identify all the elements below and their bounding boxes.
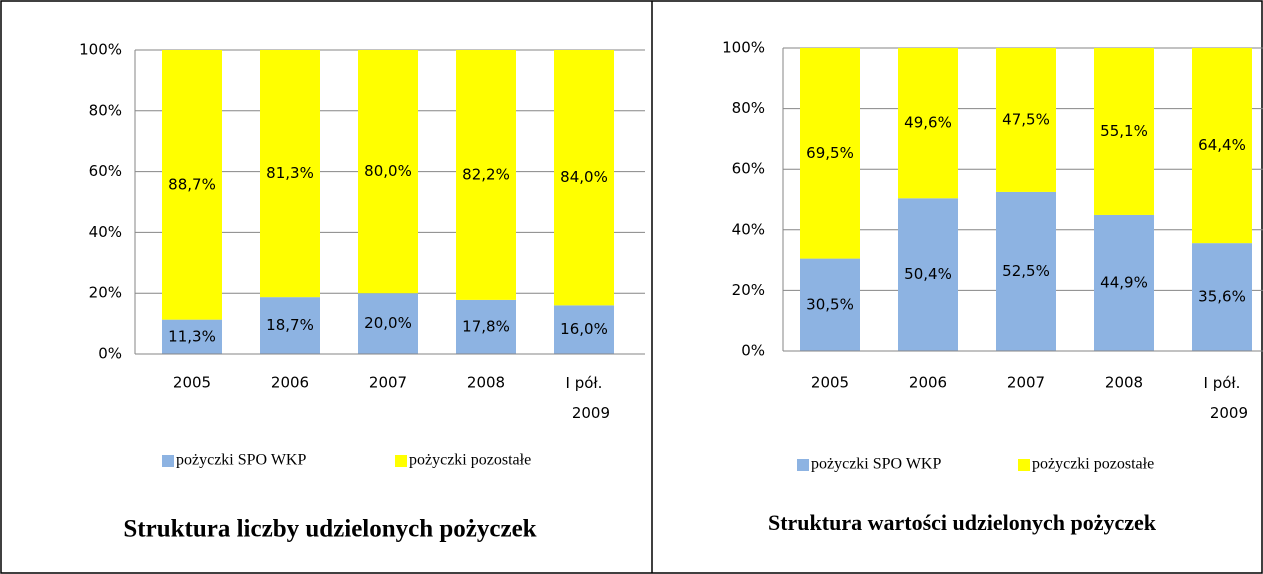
bar-segment xyxy=(358,50,418,294)
bar-segment xyxy=(162,50,222,320)
legend-label: pożyczki pozostałe xyxy=(409,452,531,469)
data-label: 84,0% xyxy=(560,168,608,186)
data-label: 80,0% xyxy=(364,162,412,180)
bar-segment xyxy=(456,50,516,300)
data-label: 82,2% xyxy=(462,165,510,183)
bar-segment xyxy=(1094,48,1154,215)
y-tick-label: 100% xyxy=(722,39,765,57)
x-tick-label: I pół. 2009 xyxy=(1204,374,1248,422)
bar-segment xyxy=(1094,214,1154,351)
x-tick-label: I pół. 2009 xyxy=(566,374,610,422)
bar-segment xyxy=(456,299,516,354)
y-tick-label: 20% xyxy=(732,281,765,299)
y-tick-label: 60% xyxy=(732,160,765,178)
legend-swatch xyxy=(162,455,174,467)
data-label: 20,0% xyxy=(364,314,412,332)
data-label: 49,6% xyxy=(904,114,952,132)
bar-segment xyxy=(800,258,860,351)
bar-segment xyxy=(898,198,958,351)
data-label: 55,1% xyxy=(1100,122,1148,140)
bar-segment xyxy=(162,319,222,354)
data-label: 52,5% xyxy=(1002,262,1050,280)
x-tick-label: 2007 xyxy=(1007,374,1045,392)
bar-segment xyxy=(260,297,320,354)
data-label: 81,3% xyxy=(266,164,314,182)
bar-segment xyxy=(1192,48,1252,244)
y-tick-label: 0% xyxy=(741,342,765,360)
bar-segment xyxy=(358,293,418,354)
data-label: 16,0% xyxy=(560,320,608,338)
y-tick-label: 40% xyxy=(89,223,122,241)
y-tick-label: 60% xyxy=(89,162,122,180)
bar-segment xyxy=(898,48,958,199)
chart-title: Struktura wartości udzielonych pożyczek xyxy=(768,510,1157,535)
legend-swatch xyxy=(797,459,809,471)
bar-segment xyxy=(1192,243,1252,351)
y-tick-label: 0% xyxy=(98,345,122,363)
data-label: 18,7% xyxy=(266,316,314,334)
data-label: 64,4% xyxy=(1198,136,1246,154)
data-label: 44,9% xyxy=(1100,273,1148,291)
data-label: 47,5% xyxy=(1002,110,1050,128)
data-label: 30,5% xyxy=(806,295,854,313)
x-tick-label: 2008 xyxy=(467,374,505,392)
data-label: 17,8% xyxy=(462,317,510,335)
y-tick-label: 100% xyxy=(79,41,122,59)
x-tick-label: 2008 xyxy=(1105,374,1143,392)
y-tick-label: 40% xyxy=(732,220,765,238)
bar-segment xyxy=(800,48,860,259)
y-tick-label: 80% xyxy=(89,101,122,119)
legend-swatch xyxy=(1018,459,1030,471)
legend-label: pożyczki pozostałe xyxy=(1032,456,1154,473)
bar-segment xyxy=(996,191,1056,351)
bar-segment xyxy=(554,50,614,306)
data-label: 88,7% xyxy=(168,175,216,193)
x-tick-label: 2005 xyxy=(811,374,849,392)
bar-segment xyxy=(996,48,1056,192)
data-label: 11,3% xyxy=(168,327,216,345)
x-tick-label: 2006 xyxy=(909,374,947,392)
legend-label: pożyczki SPO WKP xyxy=(811,456,941,473)
bar-segment xyxy=(260,50,320,298)
y-tick-label: 20% xyxy=(89,284,122,302)
data-label: 35,6% xyxy=(1198,288,1246,306)
data-label: 69,5% xyxy=(806,144,854,162)
x-tick-label: 2005 xyxy=(173,374,211,392)
y-tick-label: 80% xyxy=(732,99,765,117)
legend-swatch xyxy=(395,455,407,467)
data-label: 50,4% xyxy=(904,265,952,283)
chart-title: Struktura liczby udzielonych pożyczek xyxy=(123,516,536,543)
bar-segment xyxy=(554,305,614,354)
x-tick-label: 2006 xyxy=(271,374,309,392)
legend-label: pożyczki SPO WKP xyxy=(176,452,306,469)
x-tick-label: 2007 xyxy=(369,374,407,392)
